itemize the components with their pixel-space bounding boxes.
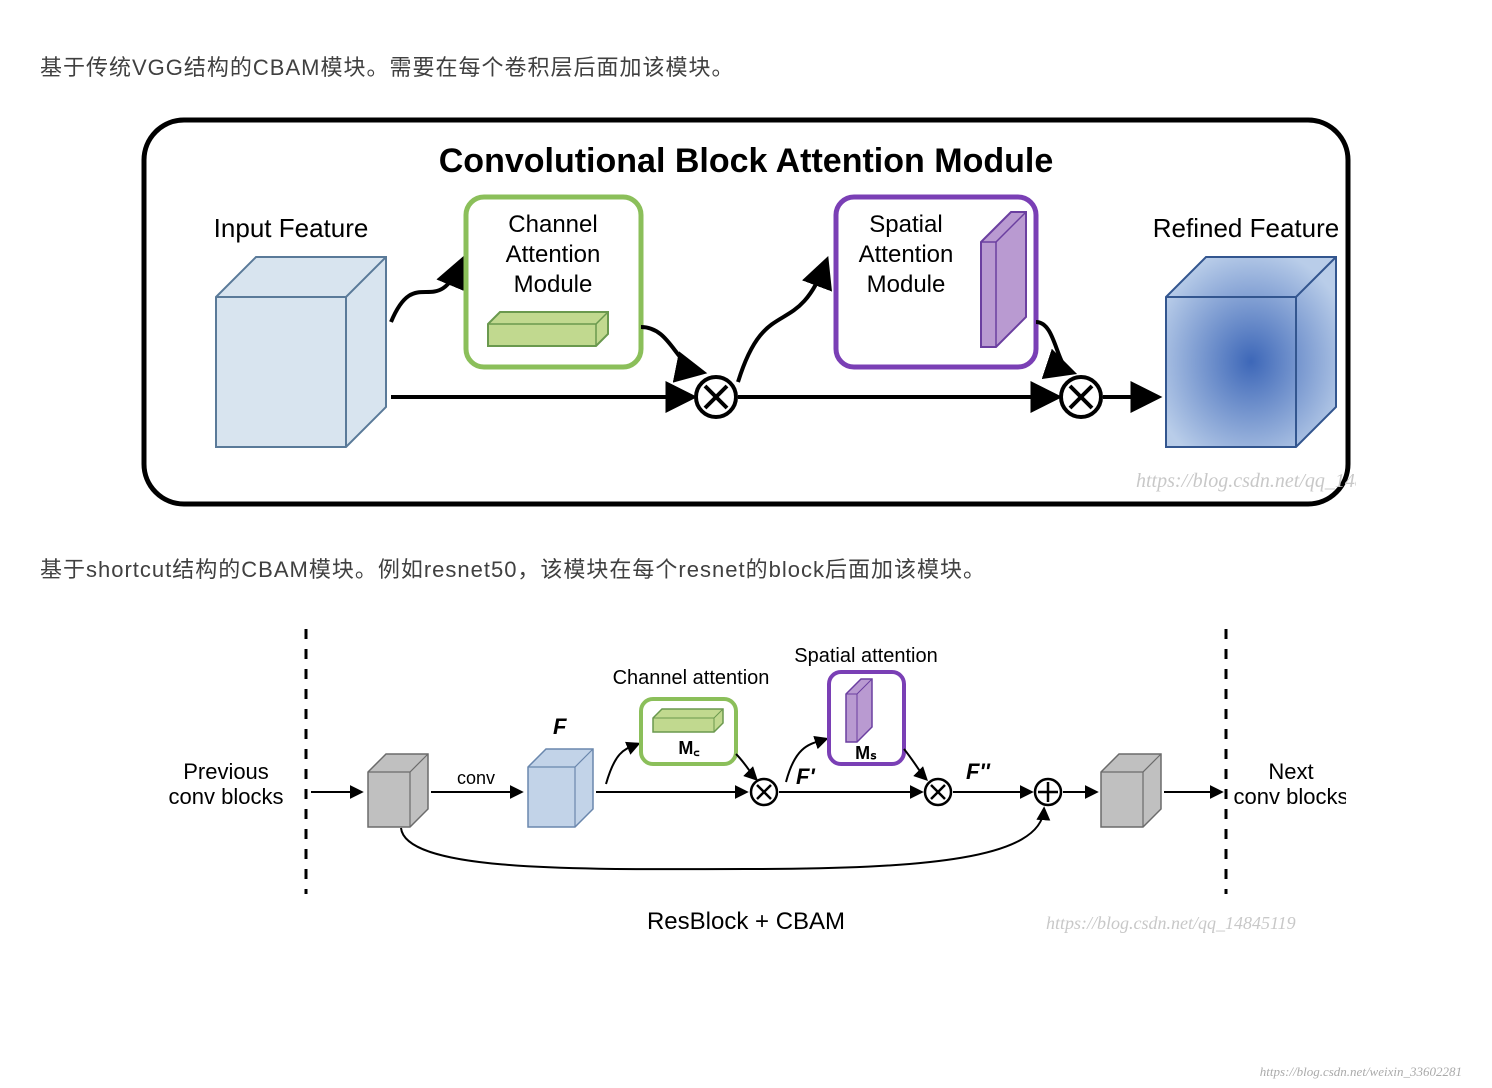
conv-label: conv	[457, 768, 495, 788]
input-label: Input Feature	[214, 213, 369, 243]
gray-cube-next	[1101, 754, 1161, 827]
watermark: https://blog.csdn.net/qq_14845119	[1046, 913, 1296, 933]
multiply-1-icon	[696, 377, 736, 417]
title: Convolutional Block Attention Module	[439, 142, 1053, 180]
prev-label-1: Previous	[183, 759, 269, 784]
blue-cube-f	[528, 749, 593, 827]
plus-icon	[1035, 779, 1061, 805]
figure-resblock-cbam: Previous conv blocks Next conv blocks co…	[146, 614, 1346, 944]
prev-label-2: conv blocks	[169, 784, 284, 809]
arrow-skip	[401, 809, 1044, 869]
svg-text:Spatial: Spatial	[869, 211, 942, 238]
svg-text:Module: Module	[867, 271, 946, 298]
svg-text:Attention: Attention	[506, 241, 601, 268]
page-watermark: https://blog.csdn.net/weixin_33602281	[1260, 1064, 1462, 1080]
arrow-f-chan	[606, 744, 638, 784]
svg-text:Attention: Attention	[859, 241, 954, 268]
multiply-fpp-icon	[925, 779, 951, 805]
refined-cube	[1166, 257, 1336, 447]
channel-attention-box: Channel Attention Module	[466, 197, 641, 367]
refined-label: Refined Feature	[1153, 213, 1339, 243]
watermark: https://blog.csdn.net/qq_14845119	[1136, 470, 1356, 492]
paragraph-2: 基于shortcut结构的CBAM模块。例如resnet50，该模块在每个res…	[40, 552, 1452, 584]
paragraph-1: 基于传统VGG结构的CBAM模块。需要在每个卷积层后面加该模块。	[40, 50, 1452, 82]
figure-cbam: Convolutional Block Attention Module Inp…	[136, 112, 1356, 512]
svg-text:Channel: Channel	[508, 211, 597, 238]
next-label-2: conv blocks	[1234, 784, 1346, 809]
gray-cube-prev	[368, 754, 428, 827]
fp-label: F'	[796, 764, 815, 789]
spatial-box-small: Mₛ	[829, 672, 904, 764]
svg-text:Mₛ: Mₛ	[855, 743, 877, 763]
next-label-1: Next	[1268, 759, 1313, 784]
f-label: F	[553, 714, 567, 739]
svg-text:M꜀: M꜀	[678, 738, 699, 758]
channel-box-small: M꜀	[641, 699, 736, 764]
chan-att-label: Channel attention	[613, 667, 770, 689]
multiply-fp-icon	[751, 779, 777, 805]
input-cube	[216, 257, 386, 447]
spatial-attention-box: Spatial Attention Module	[836, 197, 1036, 367]
svg-text:Module: Module	[514, 271, 593, 298]
arrow-spat-mult2	[904, 749, 926, 779]
multiply-2-icon	[1061, 377, 1101, 417]
spat-att-label: Spatial attention	[794, 645, 937, 667]
arrow-chan-mult	[736, 754, 756, 779]
fpp-label: F''	[966, 759, 991, 784]
caption: ResBlock + CBAM	[647, 908, 845, 935]
